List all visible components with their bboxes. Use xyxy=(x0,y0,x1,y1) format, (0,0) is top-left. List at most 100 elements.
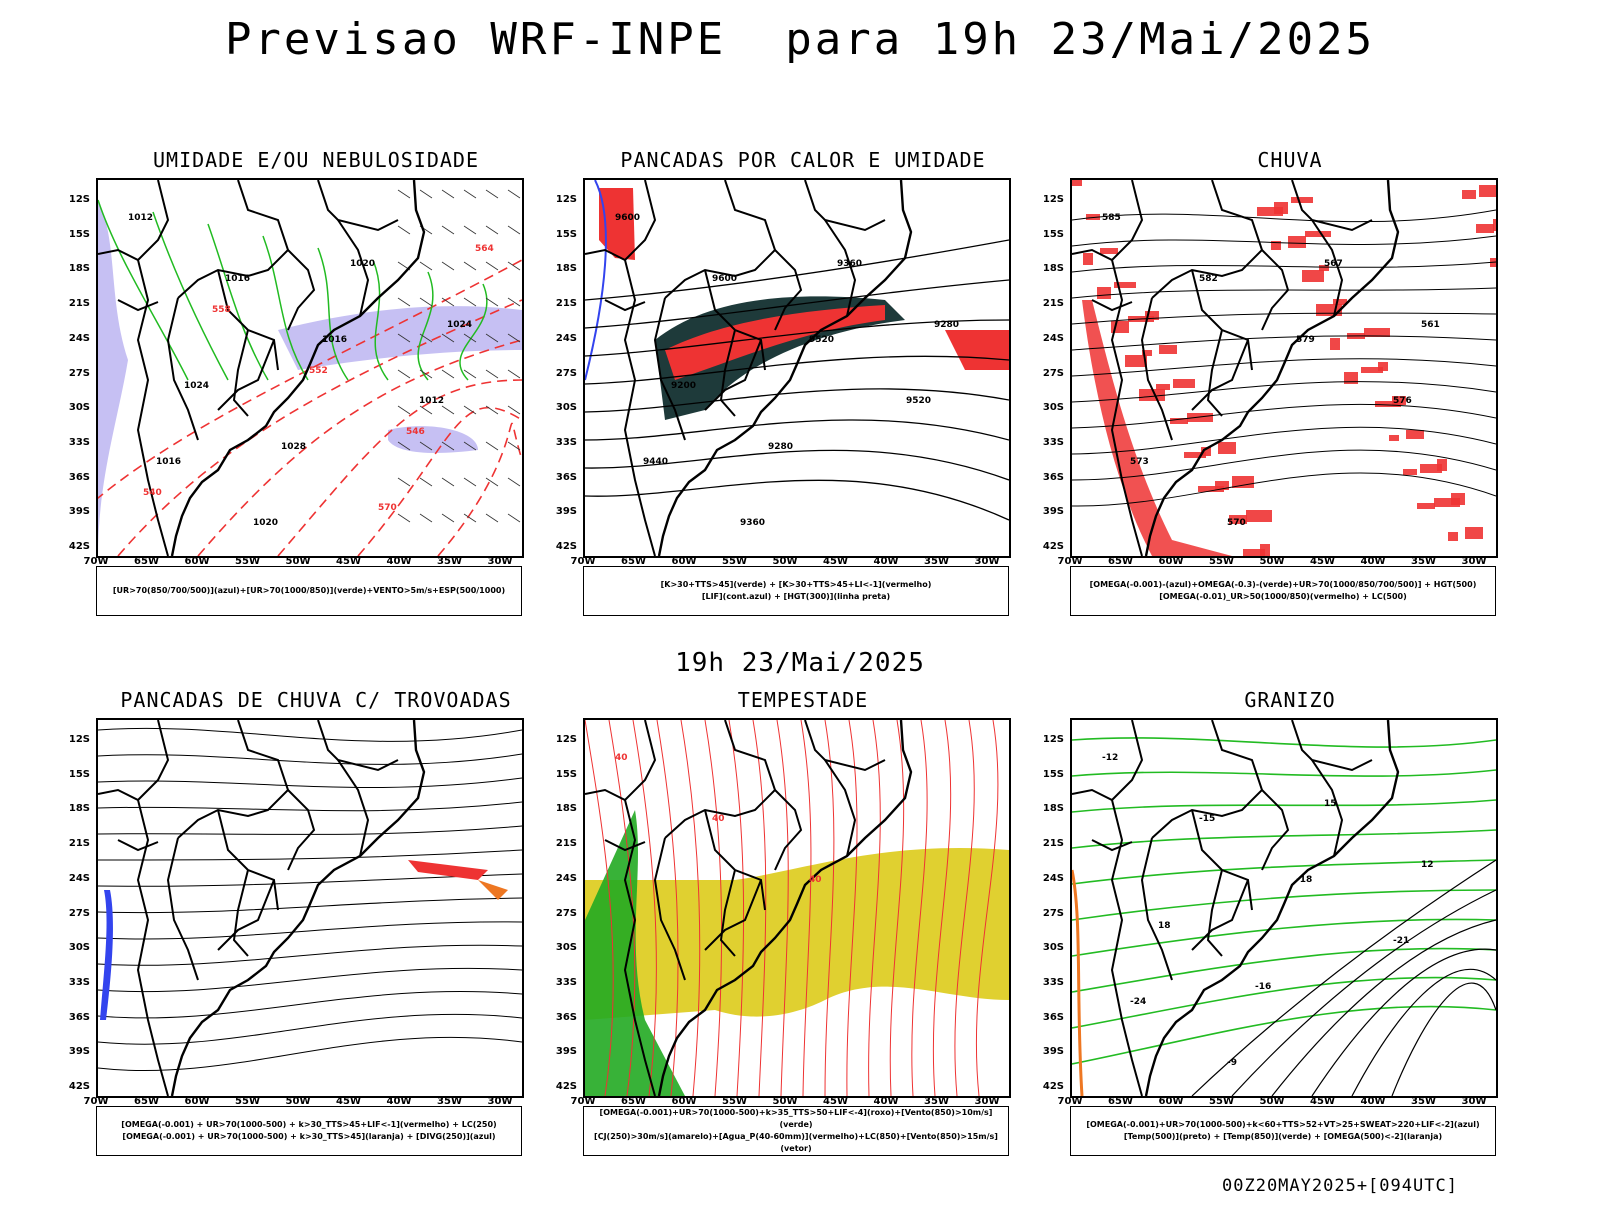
valid-time-label: 19h 23/Mai/2025 xyxy=(675,648,925,678)
lon-tick-label: 60W xyxy=(1158,1096,1184,1107)
lat-tick-label: 21S xyxy=(1042,298,1064,310)
panel-trovoadas: PANCADAS DE CHUVA C/ TROVOADAS 12S 15S 18S 2… xyxy=(56,688,576,1208)
map-svg xyxy=(98,720,522,1096)
lat-tick-label: 33S xyxy=(68,976,90,988)
map-svg: 1012 1016 1016 1012 1016 1020 1020 1024 1024 1028… xyxy=(98,180,522,556)
map-svg: 40 40 40 xyxy=(585,720,1009,1096)
map-umidade: 1012 1016 1016 1012 1016 1020 1020 1024 1024 1028… xyxy=(96,178,524,558)
map-tempestade: 40 40 40 xyxy=(583,718,1011,1098)
lat-tick-label: 27S xyxy=(68,367,90,379)
lat-tick-label: 30S xyxy=(68,942,90,954)
contour-label: -18 xyxy=(1296,875,1312,885)
contour-label: -21 xyxy=(1393,936,1409,946)
panel-title: UMIDADE E/OU NEBULOSIDADE xyxy=(152,148,480,172)
lat-tick-label: 42S xyxy=(555,541,577,552)
lat-tick-label: 15S xyxy=(68,228,90,240)
panel-pancadas-calor: PANCADAS POR CALOR E UMIDADE 9600 9600 9520… xyxy=(543,148,1063,668)
lat-tick-label: 36S xyxy=(555,1011,577,1023)
lat-tick-label: 12S xyxy=(1042,734,1064,745)
panel-tempestade: TEMPESTADE 40 40 40 12S 15S 18S 21S 24S 27S 30S 33S… xyxy=(543,688,1063,1208)
lat-tick-label: 30S xyxy=(1042,402,1064,414)
lat-tick-label: 33S xyxy=(555,436,577,448)
legend-line: [Temp(500)](preto) + [Temp(850)](verde) … xyxy=(1123,1132,1443,1141)
legend-line: [LIF](cont.azul) + [HGT(300)](linha pret… xyxy=(701,592,891,601)
contour-label: 1024 xyxy=(184,381,209,391)
lon-tick-label: 70W xyxy=(83,556,109,567)
lat-tick-label: 27S xyxy=(1042,907,1064,919)
contour-label: 552 xyxy=(309,366,328,376)
lon-tick-label: 65W xyxy=(1108,556,1133,567)
panel-title: PANCADAS POR CALOR E UMIDADE xyxy=(620,148,986,172)
panel-title: TEMPESTADE xyxy=(737,688,869,712)
contour-label: 9600 xyxy=(615,213,640,223)
lon-tick-label: 55W xyxy=(235,556,260,567)
contour-label: 1020 xyxy=(350,259,375,269)
lat-tick-label: 18S xyxy=(555,803,577,815)
lon-tick-label: 65W xyxy=(134,1096,159,1107)
contour-label: 1028 xyxy=(281,442,306,452)
contour-label: 40 xyxy=(615,753,628,763)
lon-tick-label: 35W xyxy=(437,556,462,567)
lon-tick-label: 60W xyxy=(184,1096,210,1107)
contour-label: 9280 xyxy=(934,320,959,330)
lat-tick-label: 30S xyxy=(555,402,577,414)
contour-label: 567 xyxy=(1324,259,1343,269)
lon-tick-label: 35W xyxy=(924,1096,949,1107)
lat-tick-label: 27S xyxy=(68,907,90,919)
lon-tick-label: 40W xyxy=(1360,1096,1386,1107)
contour-label: 9520 xyxy=(906,396,931,406)
contour-label: -12 xyxy=(1102,753,1118,763)
lon-tick-label: 55W xyxy=(722,1096,747,1107)
lat-tick-label: 21S xyxy=(555,838,577,850)
lon-tick-label: 35W xyxy=(1411,1096,1436,1107)
lat-tick-label: 42S xyxy=(68,1081,90,1092)
lon-tick-label: 70W xyxy=(1057,556,1083,567)
contour-label: 1020 xyxy=(253,518,278,528)
lon-tick-label: 50W xyxy=(285,1096,311,1107)
lon-tick-label: 70W xyxy=(570,556,596,567)
lon-tick-label: 35W xyxy=(924,556,949,567)
lat-tick-label: 15S xyxy=(1042,228,1064,240)
lon-tick-label: 40W xyxy=(386,1096,412,1107)
lat-tick-label: 36S xyxy=(1042,1011,1064,1023)
lon-tick-label: 45W xyxy=(823,556,848,567)
lat-tick-label: 36S xyxy=(1042,471,1064,483)
lat-tick-label: 24S xyxy=(555,872,577,884)
lon-tick-label: 45W xyxy=(336,556,361,567)
panel-chuva: CHUVA 585 582 579 576 573 570 567 561 12S 15S 18S 21… xyxy=(1030,148,1550,668)
lon-tick-label: 55W xyxy=(1209,556,1234,567)
lat-tick-label: 15S xyxy=(555,228,577,240)
lon-tick-label: 60W xyxy=(1158,556,1184,567)
lat-tick-label: 39S xyxy=(1042,1046,1064,1058)
lat-tick-label: 24S xyxy=(68,872,90,884)
contour-label: 18 xyxy=(1158,921,1171,931)
contour-label: 570 xyxy=(1227,518,1246,528)
lon-tick-label: 40W xyxy=(873,1096,899,1107)
lon-tick-label: 50W xyxy=(1259,556,1285,567)
contour-label: 582 xyxy=(1199,274,1218,284)
lat-tick-label: 21S xyxy=(68,838,90,850)
lon-tick-label: 60W xyxy=(184,556,210,567)
lat-tick-label: 39S xyxy=(68,1046,90,1058)
lon-tick-label: 60W xyxy=(671,556,697,567)
lat-tick-label: 18S xyxy=(68,803,90,815)
legend-box: [OMEGA(-0.001)+UR>70(1000-500)+k>35_TTS>… xyxy=(583,1106,1009,1156)
run-time-label: 00Z20MAY2025+[094UTC] xyxy=(1222,1176,1458,1196)
lat-tick-label: 12S xyxy=(1042,194,1064,205)
lat-tick-label: 42S xyxy=(1042,541,1064,552)
lat-tick-label: 12S xyxy=(555,194,577,205)
lat-tick-label: 24S xyxy=(68,332,90,344)
map-svg: 9600 9600 9520 9520 9440 9360 9360 9280 9200 9280 xyxy=(585,180,1009,556)
map-chuva: 585 582 579 576 573 570 567 561 xyxy=(1070,178,1498,558)
legend-line: [OMEGA(-0.001)-(azul)+OMEGA(-0.3)-(verde… xyxy=(1089,580,1477,589)
contour-label: 40 xyxy=(809,875,822,885)
map-pancadas: 9600 9600 9520 9520 9440 9360 9360 9280 9200 9280 xyxy=(583,178,1011,558)
contour-label: 579 xyxy=(1296,335,1315,345)
legend-box: [OMEGA(-0.001)+UR>70(1000-500)+k<60+TTS>… xyxy=(1070,1106,1496,1156)
lon-tick-label: 45W xyxy=(1310,556,1335,567)
contour-label: 12 xyxy=(1421,860,1434,870)
legend-line: [OMEGA(-0.001)+UR>70(1000-500)+k>35_TTS>… xyxy=(599,1108,993,1129)
lat-tick-label: 18S xyxy=(555,263,577,275)
lat-tick-label: 24S xyxy=(555,332,577,344)
lon-tick-label: 30W xyxy=(1461,1096,1487,1107)
